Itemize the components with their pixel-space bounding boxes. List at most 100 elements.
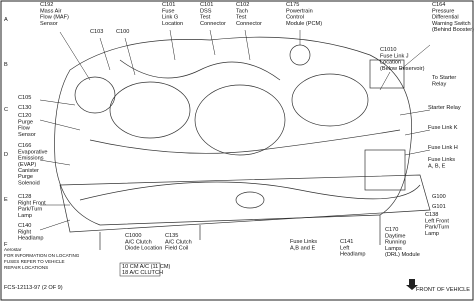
- callout-label: Link G: [162, 15, 178, 21]
- grid-letter: E: [4, 197, 8, 203]
- callout-label: Fuse: [162, 8, 174, 14]
- callout-label: A,B and E: [290, 245, 315, 251]
- callout-box-label: 18 A/C CLUTCH: [122, 270, 163, 276]
- footer-note: Aerostar: [4, 247, 22, 252]
- callout-label: Pressure: [432, 8, 454, 14]
- grid-letter: C: [4, 107, 8, 113]
- callout-label: C1000: [125, 233, 141, 239]
- arrow-icon: [406, 279, 418, 290]
- callout-label: Emissions: [18, 156, 44, 162]
- callout-label: Flow (MAF): [40, 15, 69, 21]
- callout-label: C135: [165, 233, 178, 239]
- callout-label: Tach: [236, 8, 248, 14]
- callout-label: Fuse Link H: [428, 145, 458, 151]
- callout-label: Relay: [432, 81, 447, 87]
- callout-label: C105: [18, 95, 31, 101]
- callout-label: Differential: [432, 15, 459, 21]
- callout-label: Module (PCM): [286, 21, 322, 27]
- callout-label: C141: [340, 239, 353, 245]
- callout-label: Connector: [200, 21, 226, 27]
- callout-label: C120: [18, 113, 31, 119]
- callout-label: C138: [425, 212, 438, 218]
- callout-label: Test: [236, 15, 247, 21]
- callout-label: A/C Clutch: [165, 239, 192, 245]
- callout-label: Fuse Link K: [428, 125, 458, 131]
- callout-label: Evaporative: [18, 149, 48, 155]
- callout-label: (Below Reservoir): [380, 66, 425, 72]
- grid-letter: A: [4, 17, 8, 23]
- callout-label: C128: [18, 194, 31, 200]
- callout-label: Sensor: [18, 132, 36, 138]
- callout-label: A, B, E: [428, 163, 446, 169]
- figure-code: FCS-12113-97 (2 OF 9): [4, 285, 63, 291]
- front-of-vehicle: FRONT OF VEHICLE: [416, 287, 470, 293]
- callout-label: C192: [40, 2, 53, 8]
- callout-label: Lamp: [425, 231, 439, 237]
- callout-label: C103: [90, 29, 103, 35]
- callout-label: C101: [200, 2, 213, 8]
- callout-label: (EVAP): [18, 162, 36, 168]
- leader-lines: [39, 29, 431, 231]
- callout-label: C130: [18, 105, 31, 111]
- callout-label: G100: [432, 194, 446, 200]
- callout-label: Sensor: [40, 21, 58, 27]
- callout-box: [119, 262, 161, 277]
- callout-label: Test: [200, 15, 211, 21]
- callout-label: Park/Turn: [425, 225, 449, 231]
- callout-label: Control: [286, 15, 304, 21]
- callout-label: C140: [18, 223, 31, 229]
- callout-label: C100: [116, 29, 129, 35]
- callout-label: Lamp: [18, 213, 32, 219]
- callout-label: Right: [18, 229, 32, 235]
- engine-drawing: [54, 36, 431, 250]
- callout-label: G101: [432, 204, 446, 210]
- callout-label: Flow: [18, 126, 31, 132]
- callout-label: Mass Air: [40, 8, 62, 14]
- callout-label: Fuse Links: [290, 239, 317, 245]
- callout-label: Lamps: [385, 246, 402, 252]
- callout-label: C1010: [380, 47, 396, 53]
- footer-note: FUSES REFER TO VEHICLE: [4, 259, 65, 264]
- footer-note: FOR INFORMATION ON LOCATING: [4, 253, 80, 258]
- callout-label: C101: [162, 2, 175, 8]
- callout-label: Park/Turn: [18, 207, 42, 213]
- callout-label: Right Front: [18, 200, 46, 206]
- callout-label: Fuse Links: [428, 157, 455, 163]
- footer-note: REPAIR LOCATIONS: [4, 265, 48, 270]
- callout-label: Starter Relay: [428, 105, 461, 111]
- callout-label: Left Front: [425, 218, 449, 224]
- callout-label: Warning Switch: [432, 21, 471, 27]
- callout-label: (DRL) Module: [385, 252, 420, 258]
- callout-label: Fuse Link J: [380, 53, 409, 59]
- grid-letter: D: [4, 152, 8, 158]
- callout-label: Powertrain: [286, 8, 313, 14]
- callout-box-label: 10 CM A/C (11 CM): [122, 264, 171, 270]
- grid-letter: F: [4, 242, 8, 248]
- callout-label: Location: [162, 21, 183, 27]
- callout-label: A/C Clutch: [125, 239, 152, 245]
- callout-label: Purge: [18, 174, 33, 180]
- callout-label: Headlamp: [340, 252, 366, 258]
- callout-label: To Starter: [432, 75, 456, 81]
- callout-label: Headlamp: [18, 236, 44, 242]
- callout-label: Running: [385, 240, 406, 246]
- callout-label: C164: [432, 2, 445, 8]
- callout-label: Location: [380, 60, 401, 66]
- callout-label: Canister: [18, 168, 39, 174]
- callout-label: DSS: [200, 8, 212, 14]
- callout-label: Solenoid: [18, 180, 40, 186]
- callout-label: Diode Location: [125, 246, 162, 252]
- callout-label: C170: [385, 227, 398, 233]
- callout-label: C175: [286, 2, 299, 8]
- callout-label: Field Coil: [165, 246, 188, 252]
- callout-label: (Behind Booster): [432, 27, 474, 33]
- callout-label: Purge: [18, 119, 33, 125]
- callout-label: Daytime: [385, 233, 406, 239]
- callout-label: C166: [18, 143, 31, 149]
- callout-label: Connector: [236, 21, 262, 27]
- callout-label: Left: [340, 245, 350, 251]
- callout-label: C102: [236, 2, 249, 8]
- grid-letter: B: [4, 62, 8, 68]
